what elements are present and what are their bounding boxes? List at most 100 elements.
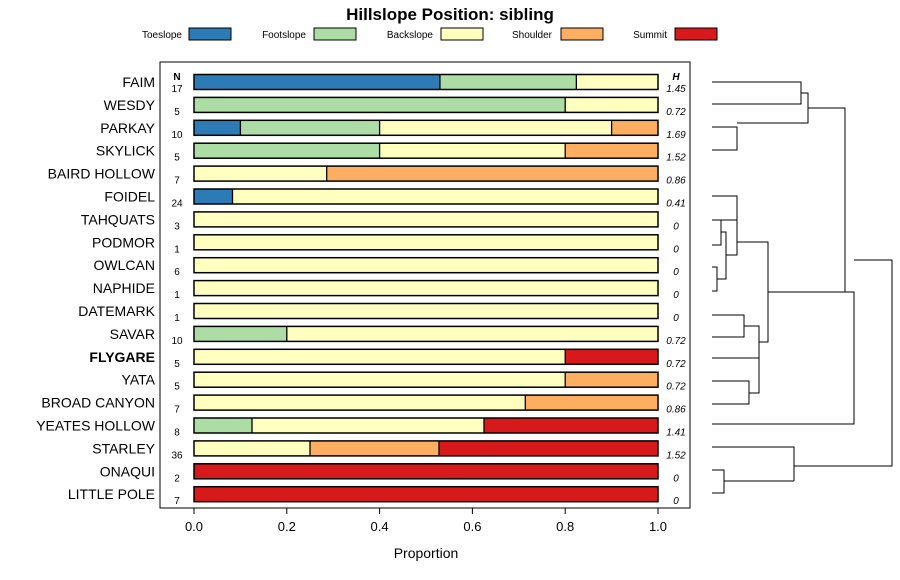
row-h-starley: 1.52 (666, 450, 686, 461)
bar-segment-skylick-backslope (379, 143, 566, 159)
row-n-baird-hollow: 7 (174, 176, 180, 187)
bar-segment-faim-footslope (439, 74, 577, 90)
legend-swatch-toeslope (188, 27, 232, 41)
bar-segment-yeates-hollow-backslope (252, 418, 484, 433)
legend-label-backslope: Backslope (387, 30, 434, 41)
legend: Toeslope Footslope Backslope Shoulder Summit (142, 27, 718, 41)
dendrogram-branch (726, 208, 738, 256)
bar-outline-foidel (193, 188, 659, 205)
row-n-skylick: 5 (174, 153, 180, 164)
row-n-little-pole: 7 (174, 496, 180, 507)
row-label-baird-hollow: BAIRD HOLLOW (48, 166, 156, 182)
legend-label-toeslope: Toeslope (142, 30, 182, 41)
bar-segment-owlcan-backslope (194, 257, 658, 273)
row-h-yeates-hollow: 1.41 (666, 428, 685, 439)
row-h-podmor: 0 (673, 244, 679, 255)
bar-segment-wesdy-backslope (565, 97, 658, 113)
x-tick-label: 0.6 (463, 519, 481, 534)
row-label-flygare: FLYGARE (89, 349, 155, 365)
bar-outline-starley (193, 440, 659, 457)
dendrogram-branch (712, 469, 725, 494)
bar-outline-skylick (193, 142, 659, 159)
row-label-faim: FAIM (122, 74, 155, 90)
dendrogram-branch (712, 446, 795, 481)
row-h-yata: 0.72 (666, 382, 686, 393)
row-label-savar: SAVAR (110, 326, 155, 342)
bar-outline-naphide (193, 279, 659, 297)
x-tick-label: 1.0 (649, 519, 667, 534)
legend-swatch-footslope (313, 27, 357, 41)
row-label-tahquats: TAHQUATS (81, 211, 155, 227)
row-h-onaqui: 0 (673, 473, 679, 484)
bar-outline-parkay (193, 119, 659, 137)
bar-segment-yata-shoulder (565, 372, 658, 388)
bar-segment-savar-backslope (286, 326, 658, 342)
bar-segment-flygare-summit (565, 349, 658, 365)
dendrogram-branch (794, 259, 893, 467)
bar-segment-skylick-footslope (194, 143, 380, 159)
x-tick-label: 0.0 (185, 519, 203, 534)
row-n-wesdy: 5 (174, 107, 180, 118)
row-n-broad-canyon: 7 (174, 405, 180, 416)
bar-segment-parkay-toeslope (194, 120, 241, 136)
row-h-wesdy: 0.72 (666, 107, 686, 118)
row-label-foidel: FOIDEL (104, 189, 155, 205)
bar-outline-owlcan (193, 256, 659, 274)
bar-segment-starley-shoulder (310, 440, 439, 456)
bar-segment-tahquats-backslope (194, 211, 658, 227)
bar-outline-yata (193, 371, 659, 388)
row-h-flygare: 0.72 (666, 359, 686, 370)
plot-frame (159, 61, 691, 509)
row-h-tahquats: 0 (673, 221, 679, 232)
bar-outline-savar (193, 325, 659, 343)
row-label-podmor: PODMOR (92, 234, 155, 250)
row-label-broad-canyon: BROAD CANYON (41, 395, 155, 411)
bar-segment-podmor-backslope (194, 234, 658, 250)
dendrogram-branch (712, 266, 718, 292)
row-n-naphide: 1 (174, 290, 180, 301)
dendrogram-branch (744, 325, 760, 358)
bar-segment-faim-backslope (576, 74, 658, 90)
legend-label-summit: Summit (633, 30, 667, 41)
legend-label-shoulder: Shoulder (512, 30, 553, 41)
bar-outline-broad-canyon (193, 394, 659, 411)
row-n-onaqui: 2 (174, 473, 180, 484)
bar-segment-savar-footslope (194, 326, 287, 342)
bar-segment-foidel-toeslope (194, 189, 233, 204)
row-label-little-pole: LITTLE POLE (68, 486, 155, 502)
bar-outline-faim (193, 73, 659, 91)
bar-segment-skylick-shoulder (565, 143, 658, 159)
row-label-skylick: SKYLICK (96, 143, 156, 159)
bar-segment-foidel-backslope (232, 189, 658, 204)
bar-outline-baird-hollow (193, 165, 659, 182)
legend-swatch-shoulder (560, 27, 604, 41)
bar-segment-baird-hollow-shoulder (326, 166, 658, 182)
row-h-foidel: 0.41 (666, 199, 685, 210)
bar-segment-starley-summit (438, 440, 658, 456)
dendrogram-branch (768, 107, 846, 293)
bar-segment-yeates-hollow-summit (484, 418, 658, 433)
dendrogram-branch (712, 314, 745, 338)
x-axis-title: Proportion (394, 545, 459, 561)
bar-segment-naphide-backslope (194, 280, 658, 296)
row-h-faim: 1.45 (666, 84, 686, 95)
bar-outline-datemark (193, 302, 659, 320)
bar-outline-wesdy (193, 96, 659, 114)
dendrogram-branch (768, 291, 855, 383)
bar-segment-faim-toeslope (194, 74, 440, 90)
row-h-little-pole: 0 (673, 496, 679, 507)
x-tick-label: 0.8 (556, 519, 574, 534)
x-axis: 0.0 0.2 0.4 0.6 0.8 1.0 (185, 508, 667, 534)
bar-outline-onaqui (193, 463, 659, 480)
dendrogram-branch (712, 380, 750, 405)
bar-segment-parkay-footslope (240, 120, 380, 136)
row-h-datemark: 0 (673, 313, 679, 324)
bar-outline-flygare (193, 348, 659, 366)
row-n-yeates-hollow: 8 (174, 428, 180, 439)
legend-label-footslope: Footslope (262, 30, 306, 41)
row-n-starley: 36 (171, 450, 183, 461)
row-h-owlcan: 0 (673, 267, 679, 278)
dendrogram-branch (712, 195, 738, 221)
legend-swatch-backslope (440, 27, 484, 41)
bar-segment-datemark-backslope (194, 303, 658, 319)
